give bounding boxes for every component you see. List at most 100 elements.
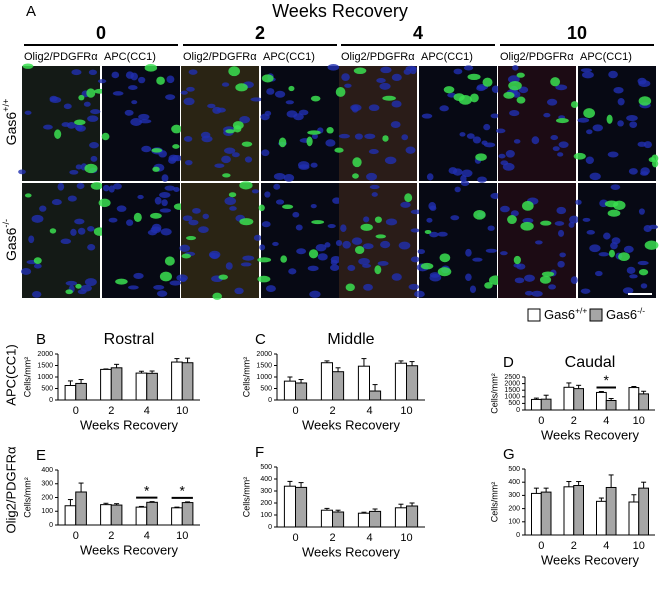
nucleus <box>363 216 370 223</box>
nucleus <box>234 287 244 295</box>
stain-label: APC(CC1) <box>263 51 315 63</box>
bar <box>628 501 640 536</box>
cell <box>151 148 163 153</box>
nucleus <box>292 211 300 218</box>
nucleus <box>350 104 362 112</box>
cell <box>467 73 481 81</box>
y-tick-label: 0 <box>49 522 53 529</box>
nucleus <box>613 86 624 94</box>
legend-label-sup: -/- <box>637 306 645 316</box>
nucleus <box>555 84 568 91</box>
y-tick-label: 0 <box>516 532 520 539</box>
cell <box>239 181 253 190</box>
nucleus <box>311 133 318 139</box>
nucleus <box>582 71 594 79</box>
nucleus <box>603 232 611 240</box>
nucleus <box>502 162 515 171</box>
nucleus <box>362 243 374 250</box>
bar <box>181 362 194 401</box>
bar <box>563 486 575 536</box>
bar <box>146 372 158 401</box>
bar <box>563 386 575 411</box>
cell <box>606 114 613 124</box>
nucleus <box>439 105 449 112</box>
y-tick-label: 500 <box>260 385 272 392</box>
bar <box>320 362 333 401</box>
nucleus <box>514 277 525 284</box>
nucleus <box>273 173 286 180</box>
x-tick-label: 2 <box>108 530 114 542</box>
genotype-label: Gas6+/+ <box>2 99 19 146</box>
nucleus <box>552 146 560 152</box>
nucleus <box>317 253 328 261</box>
y-tick-label: 1000 <box>504 394 520 401</box>
bar <box>540 491 552 536</box>
nucleus <box>214 163 225 168</box>
bar <box>369 510 382 528</box>
nucleus <box>371 192 378 197</box>
y-axis-label: Cells/mm² <box>241 477 251 518</box>
nucleus <box>498 153 506 159</box>
panel-letter: A <box>26 3 36 20</box>
cell <box>473 209 486 220</box>
nucleus <box>113 183 122 190</box>
bar <box>171 361 183 401</box>
nucleus <box>116 205 127 212</box>
cell <box>278 137 287 148</box>
nucleus <box>554 221 565 226</box>
nucleus <box>108 217 118 223</box>
nucleus <box>251 189 259 194</box>
cell <box>539 275 552 284</box>
nucleus <box>513 139 521 144</box>
x-tick-label: 0 <box>73 530 79 542</box>
nucleus <box>266 88 275 95</box>
nucleus <box>586 129 593 135</box>
nucleus <box>151 223 162 232</box>
x-tick-label: 0 <box>292 405 298 417</box>
nucleus <box>75 125 86 132</box>
nucleus <box>391 273 402 281</box>
nucleus <box>364 133 376 139</box>
x-tick-label: 2 <box>329 405 335 417</box>
cell <box>239 218 254 226</box>
bar <box>283 380 296 401</box>
cell <box>352 157 362 168</box>
cell <box>521 200 534 211</box>
nucleus <box>250 97 263 102</box>
nucleus <box>180 90 188 95</box>
x-tick-label: 2 <box>108 405 114 417</box>
cell <box>508 80 522 91</box>
nucleus <box>589 172 601 181</box>
nucleus <box>176 274 188 282</box>
nucleus <box>390 121 401 128</box>
cell <box>345 283 355 292</box>
nucleus <box>209 252 216 258</box>
nucleus <box>426 173 434 181</box>
cell <box>306 136 313 147</box>
nucleus <box>112 91 124 96</box>
cell <box>424 229 432 235</box>
nucleus <box>225 262 233 270</box>
cell <box>638 96 652 106</box>
nucleus <box>437 231 448 237</box>
nucleus <box>253 234 262 241</box>
nucleus <box>610 241 618 250</box>
x-tick-label: 10 <box>400 532 412 544</box>
bar <box>605 486 617 536</box>
nucleus <box>69 169 79 175</box>
nucleus <box>491 85 500 94</box>
nucleus <box>617 120 624 127</box>
nucleus <box>229 206 237 211</box>
nucleus <box>426 217 433 223</box>
nucleus <box>154 196 162 205</box>
nucleus <box>546 98 558 106</box>
cell <box>288 85 295 92</box>
cell <box>152 166 160 172</box>
cell <box>181 253 191 259</box>
nucleus <box>89 142 99 149</box>
cell <box>583 108 596 119</box>
nucleus <box>87 244 96 251</box>
nucleus <box>592 124 604 132</box>
nucleus <box>125 71 134 79</box>
y-axis-label: Cells/mm² <box>489 482 499 523</box>
